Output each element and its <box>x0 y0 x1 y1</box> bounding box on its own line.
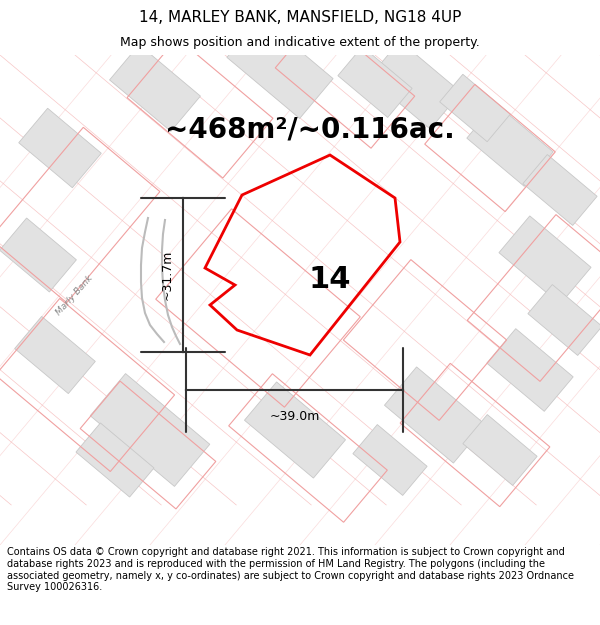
Polygon shape <box>227 18 333 119</box>
Text: 14, MARLEY BANK, MANSFIELD, NG18 4UP: 14, MARLEY BANK, MANSFIELD, NG18 4UP <box>139 10 461 25</box>
Polygon shape <box>19 108 101 188</box>
Polygon shape <box>338 46 412 118</box>
Text: Marly Bank: Marly Bank <box>55 273 95 317</box>
Polygon shape <box>369 41 461 129</box>
Polygon shape <box>528 284 600 356</box>
Polygon shape <box>110 44 200 131</box>
Polygon shape <box>440 74 511 142</box>
Text: Contains OS data © Crown copyright and database right 2021. This information is : Contains OS data © Crown copyright and d… <box>7 548 574 592</box>
Polygon shape <box>14 316 95 394</box>
Polygon shape <box>244 382 346 478</box>
Polygon shape <box>353 424 427 496</box>
Text: 14: 14 <box>309 266 351 294</box>
Polygon shape <box>0 218 76 292</box>
Text: ~31.7m: ~31.7m <box>161 250 173 300</box>
Polygon shape <box>523 154 597 226</box>
Text: Map shows position and indicative extent of the property.: Map shows position and indicative extent… <box>120 36 480 49</box>
Polygon shape <box>499 216 591 304</box>
Polygon shape <box>487 329 573 411</box>
Polygon shape <box>385 367 485 463</box>
Polygon shape <box>76 423 154 497</box>
Polygon shape <box>90 374 210 486</box>
Text: ~468m²/~0.116ac.: ~468m²/~0.116ac. <box>165 116 455 144</box>
Text: ~39.0m: ~39.0m <box>269 410 320 423</box>
Polygon shape <box>463 414 537 486</box>
Polygon shape <box>467 104 553 186</box>
